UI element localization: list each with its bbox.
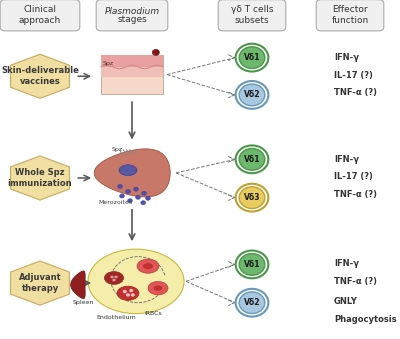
Ellipse shape	[88, 249, 184, 314]
Text: TNF-α (?): TNF-α (?)	[334, 277, 377, 285]
Circle shape	[136, 195, 140, 199]
FancyBboxPatch shape	[96, 0, 168, 31]
Ellipse shape	[119, 165, 137, 176]
Text: Endothelium: Endothelium	[96, 315, 136, 320]
Text: Spz: Spz	[112, 147, 123, 152]
Text: iRBCs: iRBCs	[144, 311, 162, 316]
FancyBboxPatch shape	[101, 67, 163, 77]
Circle shape	[146, 196, 150, 200]
Circle shape	[112, 279, 116, 281]
Circle shape	[118, 184, 122, 188]
Polygon shape	[10, 261, 70, 305]
Circle shape	[134, 187, 138, 191]
Text: IL-17 (?): IL-17 (?)	[334, 71, 373, 80]
Circle shape	[126, 190, 130, 194]
Circle shape	[236, 289, 268, 317]
Circle shape	[239, 254, 265, 275]
Circle shape	[110, 276, 114, 278]
Ellipse shape	[154, 285, 162, 291]
Polygon shape	[10, 156, 70, 200]
Circle shape	[120, 194, 124, 198]
Circle shape	[126, 293, 130, 297]
Text: Plasmodium: Plasmodium	[104, 6, 160, 16]
Text: Spleen: Spleen	[73, 300, 94, 305]
FancyBboxPatch shape	[218, 0, 286, 31]
FancyBboxPatch shape	[101, 55, 163, 94]
FancyBboxPatch shape	[0, 0, 80, 31]
Circle shape	[123, 290, 127, 293]
Text: IL-17 (?): IL-17 (?)	[334, 173, 373, 181]
Text: Merozoites: Merozoites	[98, 200, 132, 205]
Text: TNF-α (?): TNF-α (?)	[334, 88, 377, 97]
Circle shape	[128, 199, 132, 203]
Ellipse shape	[148, 281, 168, 295]
Circle shape	[236, 251, 268, 278]
Text: Clinical
approach: Clinical approach	[19, 5, 61, 25]
Text: TNF-α (?): TNF-α (?)	[334, 190, 377, 199]
Text: IFN-γ: IFN-γ	[334, 53, 359, 62]
Text: GNLY: GNLY	[334, 297, 358, 306]
Circle shape	[239, 187, 265, 208]
Circle shape	[236, 184, 268, 212]
Circle shape	[152, 49, 159, 55]
Text: Effector
function: Effector function	[331, 5, 369, 25]
Text: IFN-γ: IFN-γ	[334, 155, 359, 164]
Text: Vδ1: Vδ1	[244, 260, 260, 269]
Ellipse shape	[137, 259, 159, 273]
Polygon shape	[10, 54, 70, 98]
Circle shape	[141, 201, 146, 205]
Circle shape	[236, 81, 268, 109]
Circle shape	[239, 292, 265, 314]
Circle shape	[129, 289, 133, 292]
Ellipse shape	[143, 263, 153, 269]
Polygon shape	[71, 271, 85, 299]
Circle shape	[131, 293, 135, 297]
Text: Vδ1: Vδ1	[244, 53, 260, 62]
Circle shape	[236, 145, 268, 173]
Circle shape	[239, 47, 265, 68]
FancyBboxPatch shape	[101, 55, 163, 67]
Circle shape	[142, 191, 146, 195]
Text: Spz: Spz	[103, 61, 114, 66]
Circle shape	[239, 148, 265, 170]
Text: Whole Spz
immunization: Whole Spz immunization	[8, 168, 72, 188]
Text: Vδ3: Vδ3	[244, 193, 260, 202]
Text: Vδ2: Vδ2	[244, 91, 260, 99]
Circle shape	[236, 44, 268, 72]
Text: Skin-deliverable
vaccines: Skin-deliverable vaccines	[1, 66, 79, 86]
Polygon shape	[94, 149, 170, 197]
Ellipse shape	[104, 272, 124, 284]
Text: Vδ2: Vδ2	[244, 298, 260, 307]
Text: IFN-γ: IFN-γ	[334, 259, 359, 268]
Circle shape	[239, 84, 265, 106]
Text: Vδ1: Vδ1	[244, 155, 260, 164]
Text: γδ T cells
subsets: γδ T cells subsets	[231, 5, 273, 25]
Text: Phagocytosis: Phagocytosis	[334, 315, 397, 324]
FancyBboxPatch shape	[316, 0, 384, 31]
Ellipse shape	[117, 286, 139, 300]
Text: Adjuvant
therapy: Adjuvant therapy	[19, 273, 61, 293]
Circle shape	[114, 276, 118, 278]
Text: stages: stages	[117, 15, 147, 24]
